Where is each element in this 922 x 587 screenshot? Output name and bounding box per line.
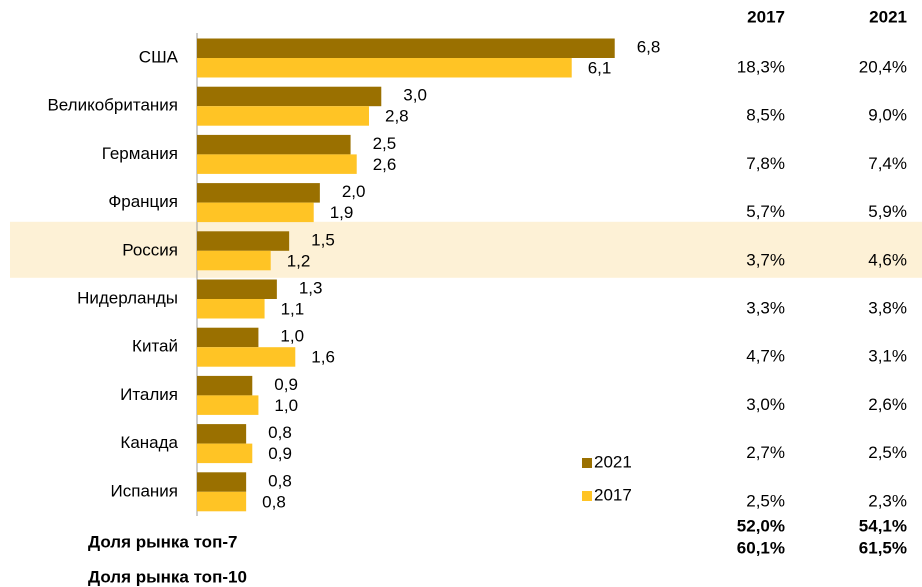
value-label: 6,8 [637,37,661,56]
value-label: 0,8 [268,471,292,490]
legend-label: 2021 [594,452,632,471]
share-cell: 4,6% [868,250,907,269]
summary-value: 52,0% [737,516,785,535]
value-label: 1,1 [281,299,305,318]
value-label: 2,0 [342,182,366,201]
category-label: Китай [132,337,178,356]
share-cell: 3,1% [868,347,907,366]
share-cell: 9,0% [868,106,907,125]
summary-label: Доля рынка топ-10 [88,567,247,586]
summary-value: 61,5% [859,538,907,557]
share-cell: 2,5% [746,491,785,510]
summary-label: Доля рынка топ-7 [88,532,237,551]
bar [197,86,382,107]
bar [197,106,369,126]
bar [197,327,259,348]
value-label: 0,8 [268,423,292,442]
bar [197,347,296,367]
share-cell: 3,8% [868,298,907,317]
bar [197,38,615,58]
share-cell: 3,0% [746,395,785,414]
share-cell: 7,4% [868,154,907,173]
category-label: Канада [120,433,178,452]
value-label: 0,9 [274,375,298,394]
value-label: 1,2 [287,251,311,270]
share-cell: 2,7% [746,443,785,462]
value-label: 6,1 [588,58,612,77]
bar [197,491,247,512]
column-header: 2021 [869,7,907,26]
share-cell: 3,3% [746,298,785,317]
value-label: 0,8 [262,492,286,511]
category-label: Германия [102,144,178,163]
share-cell: 18,3% [737,57,785,76]
summary-value: 54,1% [859,516,907,535]
share-cell: 3,7% [746,250,785,269]
value-label: 2,6 [373,155,397,174]
bar [197,299,265,319]
highlight-band [10,221,922,278]
value-label: 1,6 [311,348,335,367]
share-cell: 2,3% [868,491,907,510]
value-label: 2,8 [385,107,409,126]
share-cell: 2,6% [868,395,907,414]
share-cell: 20,4% [859,57,907,76]
category-label: Великобритания [47,96,178,115]
legend-swatch [582,458,592,468]
bar [197,424,247,444]
bar [197,395,259,415]
value-label: 3,0 [403,86,427,105]
share-cell: 4,7% [746,347,785,366]
share-cell: 8,5% [746,106,785,125]
category-label: США [139,47,179,66]
bar [197,58,572,78]
value-label: 1,5 [311,230,335,249]
category-label: Франция [108,192,178,211]
legend-label: 2017 [594,485,632,504]
column-header: 2017 [747,7,785,26]
category-label: Россия [122,240,178,259]
share-cell: 2,5% [868,443,907,462]
bar [197,134,351,155]
bar [197,443,253,464]
bar [197,472,247,492]
value-label: 1,9 [330,203,354,222]
category-label: Италия [120,385,178,404]
bar [197,250,271,271]
legend-swatch [582,491,592,501]
value-label: 1,0 [274,396,298,415]
value-label: 1,0 [280,327,304,346]
bar [197,279,277,299]
category-label: Испания [111,481,178,500]
summary-value: 60,1% [737,538,785,557]
share-cell: 5,7% [746,202,785,221]
bar [197,183,320,203]
bar [197,154,357,174]
bar [197,231,290,251]
bar [197,375,253,396]
value-label: 2,5 [373,134,397,153]
share-cell: 7,8% [746,154,785,173]
value-label: 1,3 [299,278,323,297]
value-label: 0,9 [268,444,292,463]
share-cell: 5,9% [868,202,907,221]
bar [197,202,314,223]
category-label: Нидерланды [77,288,178,307]
